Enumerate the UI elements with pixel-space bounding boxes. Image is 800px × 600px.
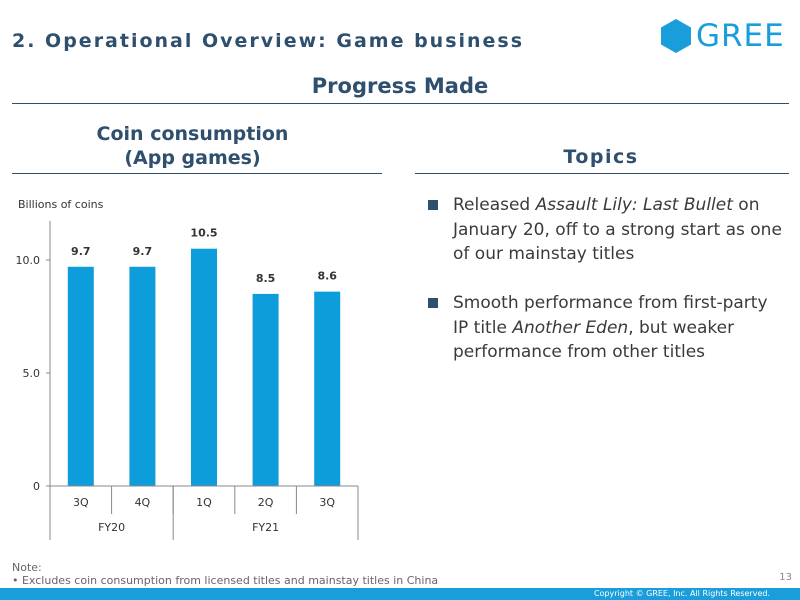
bar-value-label: 8.5 [256,272,276,285]
y-tick-label: 10.0 [16,254,41,267]
note-label: Note: [12,561,42,574]
x-tick-label: 3Q [319,496,335,509]
section-title: 2. Operational Overview: Game business [12,30,525,52]
bar [252,293,279,486]
topic-text-pre: Released [453,195,536,215]
bar [129,266,156,486]
topic-text-post: on January 20, off to a strong start as … [453,195,782,264]
x-tick-label: 3Q [73,496,89,509]
topic-title: Another Eden [512,317,629,338]
x-tick-label: 4Q [135,496,151,509]
bar [314,291,341,486]
hexagon-logo-icon [661,19,691,53]
topic-title: Assault Lily: Last Bullet [535,195,733,215]
group-label: FY20 [98,521,125,534]
topics-list: Released Assault Lily: Last Bullet on Ja… [428,193,783,389]
chart-heading-line2: (App games) [124,147,261,169]
topic-text-post: , but weaker performance from other titl… [453,317,735,363]
footer-bar: Copyright © GREE, Inc. All Rights Reserv… [0,588,800,600]
note-text: • Excludes coin consumption from license… [12,574,439,587]
topic-text-pre: Smooth performance from first-party IP t… [453,293,768,338]
bar [67,266,94,486]
subtitle-divider [12,103,789,104]
topic-item: Released Assault Lily: Last Bullet on Ja… [428,193,783,267]
bar-value-label: 9.7 [71,245,91,258]
footnote: Note: • Excludes coin consumption from l… [12,561,438,587]
y-tick-label: 0 [33,480,40,493]
chart-heading-divider [12,173,382,174]
gree-logo: GREE [660,18,784,54]
bar-value-label: 8.6 [317,270,337,283]
bar [191,248,217,486]
y-tick-label: 5.0 [23,367,41,380]
square-bullet-icon [428,200,438,210]
bar-value-label: 10.5 [190,227,217,240]
topics-heading: Topics [563,146,639,168]
square-bullet-icon [428,298,438,308]
page-subtitle: Progress Made [311,74,489,98]
bar-value-label: 9.7 [133,245,153,258]
y-axis-label: Billions of coins [18,198,104,211]
group-label: FY21 [252,521,279,534]
coin-consumption-chart: Billions of coins 0 5.0 10.0 9.7 3Q 9.7 4Q 10.5 1… [16,198,359,540]
topic-item: Smooth performance from first-party IP t… [428,291,783,365]
x-tick-label: 1Q [196,496,212,509]
chart-heading-line1: Coin consumption [96,123,289,145]
logo-text: GREE [696,18,785,54]
x-tick-label: 2Q [258,496,274,509]
copyright-text: Copyright © GREE, Inc. All Rights Reserv… [593,589,770,598]
topics-heading-divider [415,173,789,174]
page-number: 13 [779,572,792,583]
chart-heading: Coin consumption (App games) [40,122,345,170]
